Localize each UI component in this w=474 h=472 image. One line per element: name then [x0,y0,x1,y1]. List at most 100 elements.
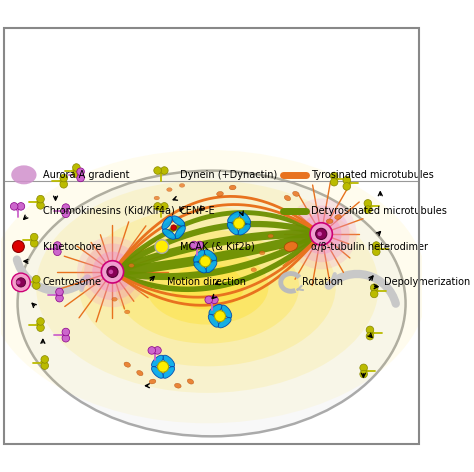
Circle shape [10,202,18,210]
Ellipse shape [284,196,291,201]
Circle shape [160,364,166,370]
Circle shape [215,311,226,321]
Text: Detyrosinated microtubules: Detyrosinated microtubules [310,206,447,216]
Circle shape [360,370,367,378]
Circle shape [210,296,218,303]
Ellipse shape [229,185,236,190]
Circle shape [154,167,161,174]
Circle shape [364,200,372,207]
Circle shape [202,259,208,264]
Text: Kinetochore: Kinetochore [43,242,101,252]
Circle shape [236,220,242,226]
Ellipse shape [218,318,231,328]
Text: Chromokinesins (Kid/Kif4a): Chromokinesins (Kid/Kif4a) [43,206,174,216]
Circle shape [360,364,367,371]
Ellipse shape [116,230,299,344]
Ellipse shape [124,362,130,367]
Circle shape [190,241,198,249]
Ellipse shape [163,229,175,239]
Circle shape [343,177,351,184]
Circle shape [33,282,40,289]
Circle shape [373,242,380,249]
Ellipse shape [193,250,205,262]
Circle shape [161,202,168,210]
Circle shape [62,210,70,218]
Circle shape [77,236,148,307]
Circle shape [205,296,212,303]
Ellipse shape [204,250,217,261]
Circle shape [62,204,70,211]
Ellipse shape [242,225,248,230]
Ellipse shape [162,217,172,229]
Text: Rotation: Rotation [302,278,343,287]
Ellipse shape [209,304,222,315]
Ellipse shape [146,249,268,325]
Ellipse shape [174,383,181,388]
Ellipse shape [206,260,217,273]
Circle shape [366,332,374,340]
Circle shape [196,241,203,249]
Circle shape [73,170,80,177]
Circle shape [370,284,378,292]
Ellipse shape [284,242,298,252]
Ellipse shape [36,180,379,393]
Ellipse shape [179,184,185,187]
Circle shape [217,313,223,319]
Ellipse shape [221,305,232,318]
Ellipse shape [251,268,256,272]
Circle shape [54,242,61,249]
Circle shape [37,202,45,209]
Text: MCAK (& Kif2b): MCAK (& Kif2b) [180,242,255,252]
Ellipse shape [268,234,273,238]
Circle shape [17,202,25,210]
Circle shape [301,214,341,254]
Circle shape [107,266,118,278]
Circle shape [148,346,155,354]
Ellipse shape [217,191,223,196]
Circle shape [37,195,45,203]
Ellipse shape [163,367,174,378]
Circle shape [171,225,176,230]
Circle shape [370,290,378,298]
Circle shape [16,280,20,285]
Ellipse shape [335,215,341,219]
Circle shape [41,355,48,363]
Circle shape [56,295,64,302]
Circle shape [60,174,67,182]
Circle shape [62,335,70,342]
Ellipse shape [171,264,244,309]
Circle shape [161,167,168,174]
Circle shape [37,318,45,325]
Ellipse shape [0,150,428,423]
Circle shape [30,239,38,247]
Circle shape [84,244,141,300]
Ellipse shape [208,314,219,327]
Circle shape [154,202,161,210]
Ellipse shape [175,226,185,239]
Ellipse shape [239,212,251,224]
Text: Aurora A gradient: Aurora A gradient [43,170,129,180]
Circle shape [310,223,332,245]
Ellipse shape [18,171,406,436]
Ellipse shape [129,264,134,268]
Circle shape [293,205,349,262]
Circle shape [200,256,211,267]
Ellipse shape [293,191,299,196]
Circle shape [54,248,61,255]
Text: Motion direction: Motion direction [167,278,246,287]
Circle shape [77,174,84,182]
Ellipse shape [125,310,130,314]
Text: Tyrosinated microtubules: Tyrosinated microtubules [310,170,433,180]
Ellipse shape [149,379,156,384]
Circle shape [366,326,374,334]
Circle shape [364,206,372,213]
Text: Depolymerization: Depolymerization [383,278,470,287]
Ellipse shape [163,355,174,367]
Circle shape [41,362,48,370]
Text: Dynein (+Dynactin): Dynein (+Dynactin) [180,170,277,180]
Ellipse shape [238,224,250,235]
Ellipse shape [194,262,206,273]
Text: α/β-tubulin heterodimer: α/β-tubulin heterodimer [310,242,428,252]
Circle shape [30,233,38,241]
Circle shape [373,248,380,255]
